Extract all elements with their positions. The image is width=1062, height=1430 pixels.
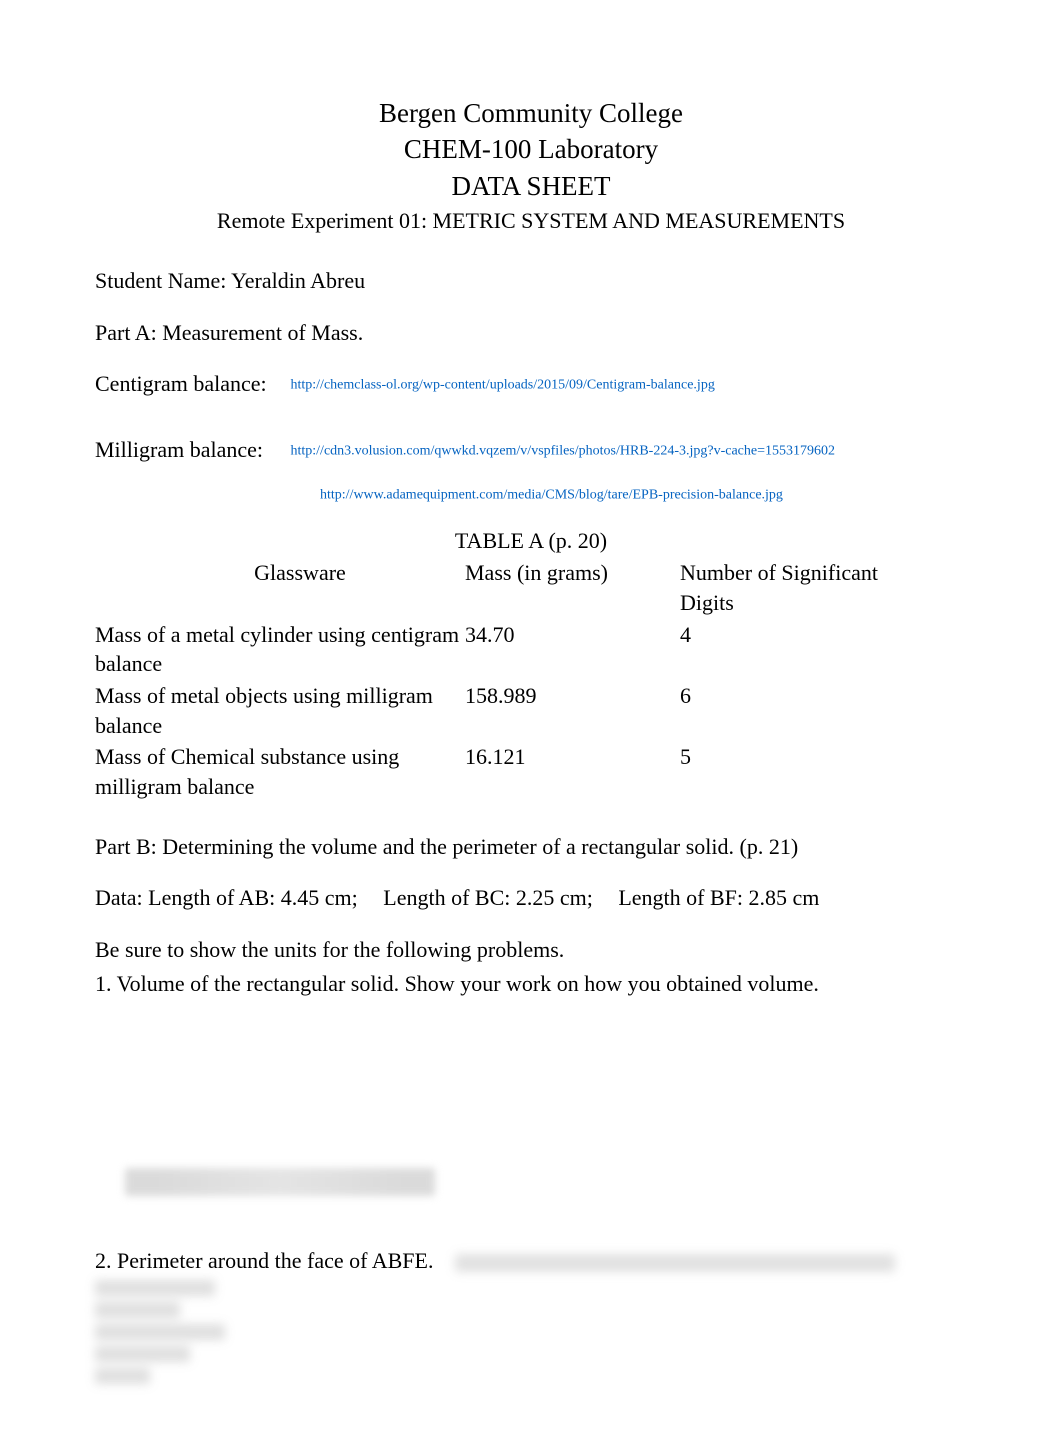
- blurred-content-1: [125, 1168, 435, 1196]
- milligram-link-1[interactable]: http://cdn3.volusion.com/qwwkd.vqzem/v/v…: [291, 444, 836, 459]
- part-b-title: Part B: Determining the volume and the p…: [95, 832, 967, 862]
- student-name-label: Student Name:: [95, 268, 226, 293]
- header-college: Bergen Community College: [95, 95, 967, 131]
- question-2: 2. Perimeter around the face of ABFE.: [95, 1248, 433, 1273]
- student-name-row: Student Name: Yeraldin Abreu: [95, 266, 967, 296]
- question-2-row: 2. Perimeter around the face of ABFE.: [95, 1246, 967, 1276]
- centigram-label: Centigram balance:: [95, 369, 285, 399]
- header-datasheet: DATA SHEET: [95, 168, 967, 204]
- milligram-link-2[interactable]: http://www.adamequipment.com/media/CMS/b…: [320, 487, 783, 502]
- centigram-row: Centigram balance: http://chemclass-ol.o…: [95, 369, 967, 399]
- milligram-row: Milligram balance: http://cdn3.volusion.…: [95, 435, 967, 465]
- table-header-glassware: Glassware: [95, 558, 465, 617]
- length-bc: Length of BC: 2.25 cm;: [383, 885, 593, 910]
- part-b-instructions: Be sure to show the units for the follow…: [95, 935, 967, 965]
- question-1: 1. Volume of the rectangular solid. Show…: [95, 969, 967, 999]
- table-row-3-glassware: Mass of Chemical substance using milligr…: [95, 742, 465, 801]
- table-row-1-sigfigs: 4: [680, 620, 920, 679]
- part-b-data: Data: Length of AB: 4.45 cm; Length of B…: [95, 883, 967, 913]
- table-row-1-mass: 34.70: [465, 620, 680, 679]
- table-row-1-glassware: Mass of a metal cylinder using centigram…: [95, 620, 465, 679]
- table-header-mass: Mass (in grams): [465, 558, 680, 617]
- table-a-title: TABLE A (p. 20): [95, 526, 967, 556]
- blurred-content-2: [455, 1254, 895, 1272]
- table-row-3-mass: 16.121: [465, 742, 680, 801]
- table-row-2-sigfigs: 6: [680, 681, 920, 740]
- blurred-content-stack: [95, 1280, 967, 1384]
- header-course: CHEM-100 Laboratory: [95, 131, 967, 167]
- part-a-title: Part A: Measurement of Mass.: [95, 318, 967, 348]
- centigram-link[interactable]: http://chemclass-ol.org/wp-content/uploa…: [291, 378, 715, 393]
- document-header: Bergen Community College CHEM-100 Labora…: [95, 95, 967, 236]
- table-row-2-glassware: Mass of metal objects using milligram ba…: [95, 681, 465, 740]
- milligram-link-2-row: http://www.adamequipment.com/media/CMS/b…: [320, 479, 967, 509]
- data-prefix: Data:: [95, 885, 143, 910]
- length-ab: Length of AB: 4.45 cm;: [148, 885, 358, 910]
- table-row-3-sigfigs: 5: [680, 742, 920, 801]
- table-header-sigfigs: Number of Significant Digits: [680, 558, 920, 617]
- table-a: Glassware Mass (in grams) Number of Sign…: [95, 558, 967, 802]
- length-bf: Length of BF: 2.85 cm: [618, 885, 819, 910]
- milligram-label: Milligram balance:: [95, 435, 285, 465]
- header-experiment: Remote Experiment 01: METRIC SYSTEM AND …: [95, 206, 967, 236]
- table-row-2-mass: 158.989: [465, 681, 680, 740]
- student-name-value: Yeraldin Abreu: [231, 268, 365, 293]
